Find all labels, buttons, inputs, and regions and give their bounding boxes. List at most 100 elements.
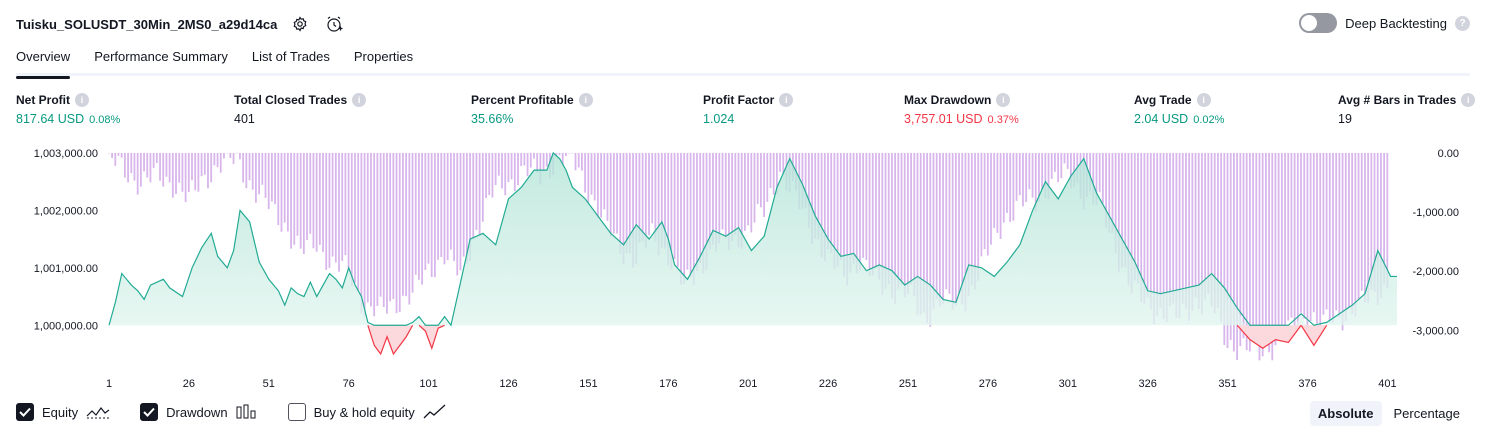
- metric-label: Total Closed Trades: [234, 93, 348, 107]
- mode-percentage[interactable]: Percentage: [1393, 406, 1461, 421]
- drawdown-bar: [465, 152, 468, 264]
- drawdown-checkbox[interactable]: [140, 403, 159, 421]
- drawdown-bar: [1287, 152, 1290, 321]
- left-axis-tick-label: 1,001,000.00: [34, 263, 98, 275]
- drawdown-bar: [1322, 152, 1325, 315]
- drawdown-bar: [1258, 152, 1261, 361]
- drawdown-bar: [667, 152, 670, 266]
- metric-value: 1.024: [703, 112, 735, 126]
- drawdown-bar: [728, 152, 730, 251]
- drawdown-bar: [1022, 152, 1024, 207]
- drawdown-bar: [1018, 152, 1021, 196]
- drawdown-bar: [702, 152, 705, 274]
- equity-checkbox[interactable]: [16, 403, 34, 421]
- drawdown-bar: [386, 152, 388, 314]
- drawdown-bar: [168, 152, 171, 183]
- drawdown-bar: [859, 152, 861, 271]
- drawdown-bar: [900, 152, 903, 286]
- drawdown-bar: [1133, 152, 1136, 281]
- tab-performance-summary[interactable]: Performance Summary: [94, 49, 228, 64]
- info-icon[interactable]: i: [578, 93, 593, 107]
- drawdown-bar: [1127, 152, 1130, 286]
- drawdown-bar: [542, 152, 545, 172]
- tab-list-of-trades[interactable]: List of Trades: [251, 49, 330, 64]
- drawdown-bar: [187, 152, 190, 193]
- info-icon[interactable]: i: [75, 93, 89, 107]
- drawdown-bar: [245, 152, 248, 189]
- tab-overview[interactable]: Overview: [16, 46, 71, 79]
- drawdown-bar: [811, 152, 813, 244]
- drawdown-bar: [670, 152, 673, 270]
- drawdown-bar: [488, 152, 491, 196]
- right-axis-tick-label: -3,000.00: [1413, 325, 1459, 337]
- drawdown-bar: [1204, 152, 1207, 300]
- info-icon[interactable]: i: [1196, 93, 1211, 107]
- drawdown-bar: [405, 152, 408, 297]
- buy-hold-checkbox[interactable]: [287, 403, 306, 421]
- drawdown-bar: [986, 152, 989, 256]
- drawdown-bar: [1172, 152, 1175, 304]
- drawdown-bar: [133, 152, 136, 181]
- equity-loss-area: [419, 325, 445, 349]
- info-icon[interactable]: i: [779, 93, 794, 107]
- equity-drawdown-chart[interactable]: 1,003,000.00 1,002,000.00 1,001,000.00 1,00…: [0, 140, 1486, 395]
- drawdown-bar: [587, 152, 590, 203]
- drawdown-label: Drawdown: [166, 404, 228, 420]
- drawdown-bar: [226, 152, 229, 154]
- drawdown-bar: [261, 152, 264, 185]
- drawdown-bar: [638, 152, 641, 243]
- legend-drawdown[interactable]: Drawdown: [140, 403, 257, 421]
- legend-equity[interactable]: Equity: [16, 403, 110, 421]
- right-axis-tick-label: -2,000.00: [1413, 266, 1459, 278]
- drawdown-bar: [389, 152, 392, 302]
- settings-gear-icon[interactable]: [289, 13, 311, 35]
- info-icon[interactable]: i: [996, 93, 1011, 107]
- drawdown-bar: [1041, 152, 1044, 191]
- drawdown-bar: [1268, 152, 1270, 353]
- drawdown-bar: [1233, 152, 1235, 352]
- drawdown-bar: [290, 152, 292, 249]
- drawdown-bar: [1108, 152, 1111, 233]
- drawdown-bar: [312, 152, 315, 249]
- x-axis-tick-label: 176: [659, 378, 677, 390]
- drawdown-bar: [875, 152, 877, 269]
- drawdown-bar: [686, 152, 689, 270]
- drawdown-bar: [692, 152, 695, 285]
- drawdown-bar: [216, 152, 219, 168]
- drawdown-bar: [1341, 152, 1344, 331]
- drawdown-bar: [149, 152, 152, 183]
- x-axis-tick-label: 326: [1139, 378, 1157, 390]
- right-axis-tick-label: 0.00: [1438, 148, 1459, 160]
- drawdown-bar: [1121, 152, 1123, 268]
- x-axis-tick-label: 201: [739, 378, 757, 390]
- drawdown-bar: [996, 152, 999, 233]
- display-mode-switch: Absolute Percentage: [1309, 401, 1468, 426]
- mode-absolute[interactable]: Absolute: [1309, 401, 1382, 426]
- drawdown-bar: [274, 152, 276, 205]
- deep-backtesting-toggle[interactable]: [1299, 13, 1338, 33]
- drawdown-bar: [533, 152, 535, 159]
- tab-properties[interactable]: Properties: [353, 49, 414, 64]
- equity-area: [109, 152, 1397, 354]
- info-icon[interactable]: i: [352, 93, 367, 107]
- drawdown-bar: [571, 152, 574, 154]
- drawdown-bar: [459, 152, 462, 271]
- drawdown-bar: [478, 152, 481, 236]
- drawdown-bar: [750, 152, 753, 233]
- drawdown-bar: [769, 152, 772, 189]
- drawdown-bar: [855, 152, 858, 274]
- drawdown-bar: [491, 152, 494, 198]
- legend-buy-hold[interactable]: Buy & hold equity: [287, 403, 447, 421]
- drawdown-bar: [862, 152, 865, 258]
- add-alert-icon[interactable]: [323, 13, 345, 35]
- drawdown-bar: [325, 152, 328, 270]
- drawdown-bar: [1364, 152, 1366, 303]
- drawdown-bar: [648, 152, 650, 236]
- drawdown-bar: [302, 152, 305, 255]
- help-icon[interactable]: ?: [1455, 15, 1470, 31]
- info-icon[interactable]: i: [1461, 93, 1476, 107]
- drawdown-bar: [1335, 152, 1338, 311]
- drawdown-bar: [1002, 152, 1005, 223]
- drawdown-bar: [1057, 152, 1060, 183]
- drawdown-bar: [258, 152, 261, 195]
